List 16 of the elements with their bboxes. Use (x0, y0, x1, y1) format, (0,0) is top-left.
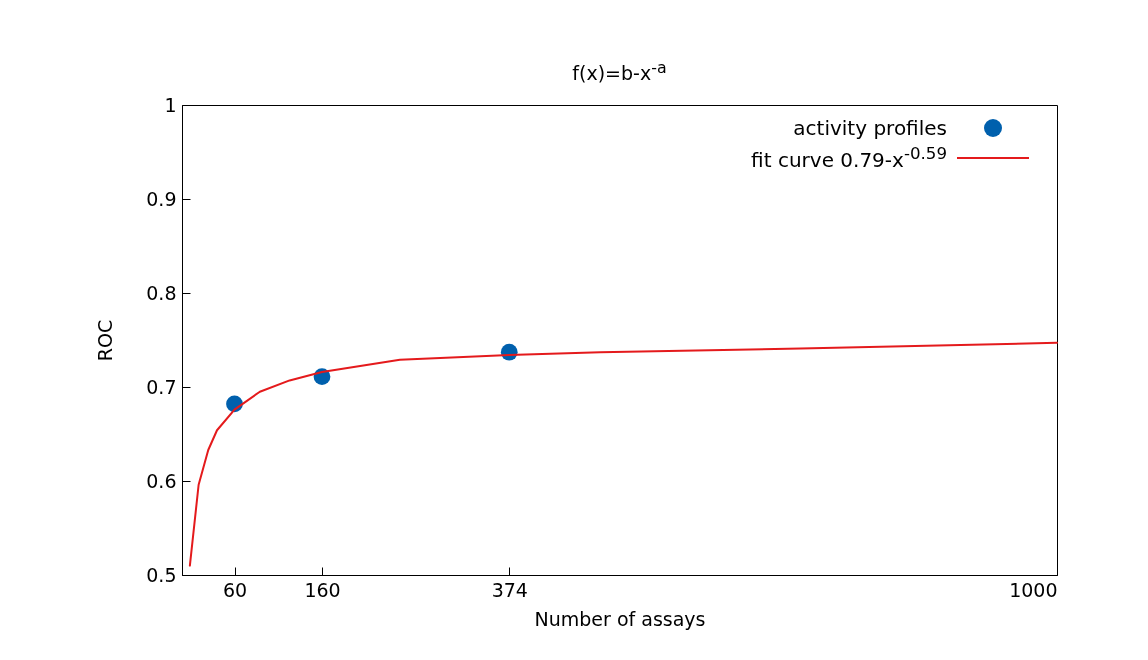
y-axis-title: ROC (94, 319, 117, 362)
legend-label: activity profiles (793, 116, 947, 140)
y-tick-label: 0.8 (146, 281, 177, 304)
y-tick-label: 0.9 (146, 187, 177, 210)
x-tick-label: 160 (304, 578, 341, 601)
x-tick-label: 60 (222, 578, 248, 601)
legend-label: fit curve 0.79-x$^{-0.59}$ (751, 144, 947, 172)
y-tick-label: 1 (164, 93, 177, 116)
x-tick-label: 374 (491, 578, 528, 601)
chart-title: f(x)=b-x$^{-a}$ (571, 58, 668, 85)
x-tick-label: 1000 (1009, 578, 1058, 601)
x-axis-title: Number of assays (534, 607, 706, 630)
y-tick-label: 0.6 (146, 469, 177, 492)
line-series (188, 341, 1058, 567)
y-tick-label: 0.5 (146, 563, 177, 586)
y-tick-label: 0.7 (146, 375, 177, 398)
